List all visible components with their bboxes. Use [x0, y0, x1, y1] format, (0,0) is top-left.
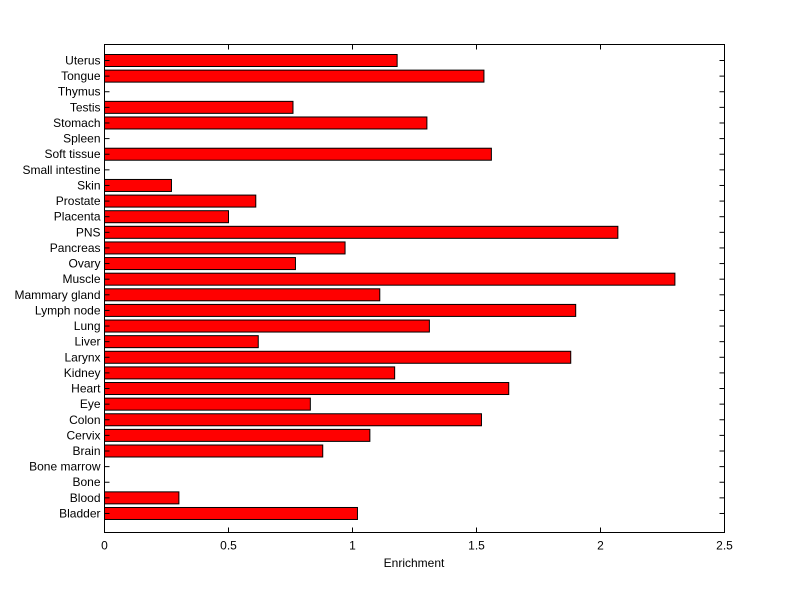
bar	[104, 272, 676, 286]
plot-area-frame	[104, 44, 725, 533]
category-label: Placenta	[54, 210, 101, 224]
bar	[104, 100, 294, 114]
category-label: Small intestine	[22, 163, 100, 177]
category-label: Brain	[72, 444, 100, 458]
bar	[104, 350, 572, 364]
category-label: Blood	[70, 491, 101, 505]
category-label: Eye	[80, 397, 101, 411]
bar	[104, 116, 428, 130]
category-label: Prostate	[56, 194, 101, 208]
category-label: Kidney	[64, 366, 101, 380]
bar	[104, 366, 396, 380]
bar	[104, 319, 430, 333]
category-label: Cervix	[66, 428, 100, 442]
bar	[104, 257, 296, 271]
category-label: Pancreas	[50, 241, 101, 255]
bar	[104, 225, 619, 239]
bar	[104, 428, 371, 442]
bar	[104, 382, 510, 396]
category-label: Uterus	[65, 54, 100, 68]
bar	[104, 288, 381, 302]
bar	[104, 178, 172, 192]
category-label: Lung	[74, 319, 101, 333]
category-label: Larynx	[64, 350, 100, 364]
x-tick-label: 2	[597, 539, 604, 553]
bar	[104, 335, 259, 349]
x-tick-label: 1	[349, 539, 356, 553]
bar	[104, 397, 311, 411]
category-label: Tongue	[61, 69, 101, 83]
bar	[104, 303, 577, 317]
bar	[104, 444, 324, 458]
bar	[104, 147, 492, 161]
category-label: Bone	[72, 475, 100, 489]
bar	[104, 54, 398, 67]
category-label: Skin	[77, 178, 100, 192]
category-label: PNS	[76, 225, 101, 239]
category-label: Spleen	[63, 132, 100, 146]
x-axis-title: Enrichment	[384, 556, 445, 570]
x-tick-label: 0	[101, 539, 108, 553]
category-label: Thymus	[58, 85, 101, 99]
bar	[104, 413, 482, 427]
category-label: Stomach	[53, 116, 100, 130]
category-label: Lymph node	[35, 303, 101, 317]
bar	[104, 69, 485, 83]
category-label: Testis	[70, 100, 101, 114]
bar	[104, 506, 358, 520]
bar	[104, 491, 180, 505]
category-label: Soft tissue	[44, 147, 100, 161]
category-label: Bone marrow	[29, 460, 101, 474]
category-label: Liver	[74, 335, 100, 349]
category-label: Mammary gland	[14, 288, 100, 302]
category-label: Heart	[71, 382, 101, 396]
category-label: Colon	[69, 413, 100, 427]
category-label: Ovary	[68, 257, 100, 271]
bar	[104, 241, 346, 255]
bar	[104, 210, 229, 224]
category-label: Muscle	[62, 272, 100, 286]
x-tick-label: 0.5	[220, 539, 237, 553]
x-ticks-group: 0 0.5 1 1.5 2 2.5	[101, 44, 733, 553]
bar	[104, 194, 257, 208]
x-tick-label: 1.5	[468, 539, 485, 553]
category-label: Bladder	[59, 506, 100, 520]
x-tick-label: 2.5	[716, 539, 733, 553]
